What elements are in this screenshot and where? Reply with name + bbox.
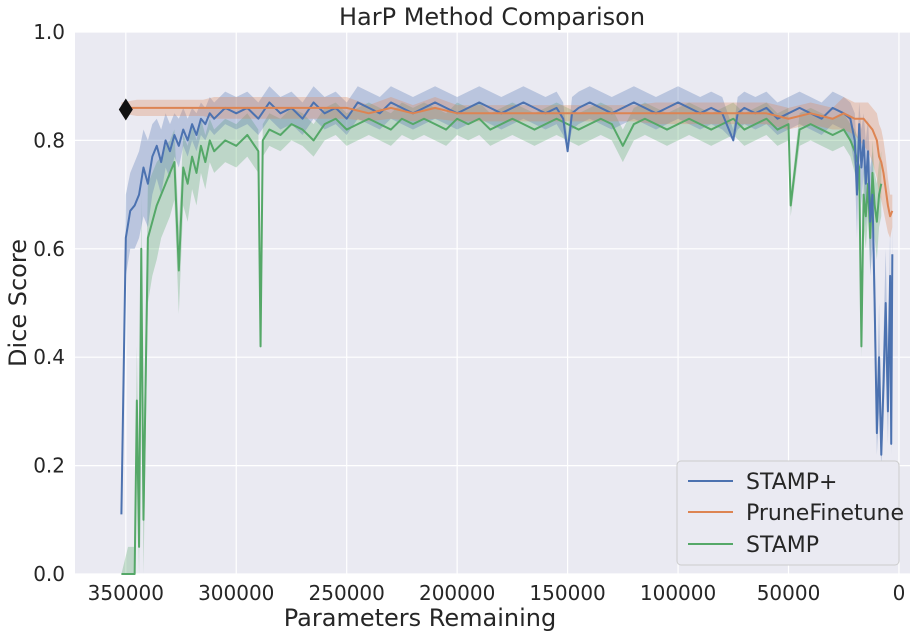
x-tick-label: 200000 xyxy=(419,581,495,605)
line-prunefinetune xyxy=(121,106,894,218)
legend-label-stamp: STAMP xyxy=(746,533,819,558)
y-tick-label: 0.8 xyxy=(33,128,65,152)
y-tick-labels: 0.0 0.2 0.4 0.6 0.8 1.0 xyxy=(33,20,65,586)
band-stamp xyxy=(121,102,882,575)
markers xyxy=(118,98,133,121)
x-tick-label: 0 xyxy=(893,581,906,605)
legend-label-prune-finetune: PruneFinetune xyxy=(746,501,904,526)
x-tick-label: 350000 xyxy=(88,581,164,605)
x-axis-title: Parameters Remaining xyxy=(284,604,556,632)
x-tick-label: 150000 xyxy=(529,581,605,605)
band-prunefinetune xyxy=(121,97,893,238)
y-axis-title: Dice Score xyxy=(4,239,32,367)
line-stamp xyxy=(121,117,883,575)
diamond-marker xyxy=(118,98,133,121)
x-tick-labels: 350000 300000 250000 200000 150000 100000 5000… xyxy=(88,581,906,605)
chart-title: HarP Method Comparison xyxy=(339,3,645,31)
y-tick-label: 0.0 xyxy=(33,562,65,586)
x-tick-label: 300000 xyxy=(198,581,274,605)
series-lines xyxy=(120,101,894,575)
y-tick-label: 0.6 xyxy=(33,237,65,261)
y-tick-label: 1.0 xyxy=(33,20,65,44)
line-stamp- xyxy=(120,101,894,515)
x-tick-label: 250000 xyxy=(309,581,385,605)
x-tick-label: 50000 xyxy=(757,581,821,605)
x-tick-label: 100000 xyxy=(640,581,716,605)
y-tick-label: 0.4 xyxy=(33,345,65,369)
y-tick-label: 0.2 xyxy=(33,454,65,478)
legend-label-stamp-plus: STAMP+ xyxy=(746,470,837,495)
legend-box xyxy=(676,460,900,566)
legend: STAMP+ PruneFinetune STAMP xyxy=(676,460,904,566)
